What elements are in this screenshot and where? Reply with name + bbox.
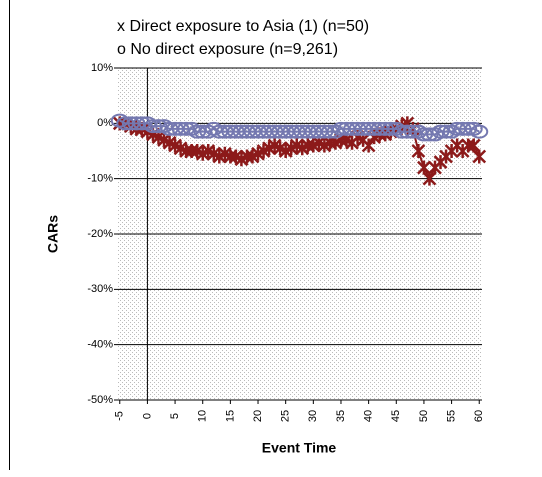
circle-marker (431, 124, 450, 139)
circle-marker (459, 121, 478, 136)
circle-marker (149, 119, 168, 134)
x-marker (472, 149, 487, 164)
circle-marker (171, 121, 190, 136)
circle-marker (177, 121, 196, 136)
x-marker (361, 138, 376, 153)
y-tick-label: -30% (87, 283, 113, 295)
circle-marker (470, 124, 489, 139)
x-tick-label: 10 (197, 410, 209, 422)
circle-marker (453, 121, 472, 136)
x-tick-label: 40 (363, 410, 375, 422)
y-tick-label: -40% (87, 339, 113, 351)
y-axis-label: CARs (45, 215, 61, 253)
y-tick-label: 0% (97, 117, 113, 129)
x-tick-label: 5 (169, 413, 181, 419)
y-tick-label: -10% (87, 173, 113, 185)
x-axis-label: Event Time (262, 440, 337, 456)
x-marker (411, 144, 426, 158)
y-tick-label: 10% (91, 62, 113, 74)
x-tick-label: 60 (473, 410, 485, 422)
circle-marker (420, 127, 439, 142)
x-tick-label: 0 (141, 413, 153, 419)
x-tick-label: 45 (390, 410, 402, 422)
legend-label: o No direct exposure (n=9,261) (117, 41, 338, 58)
circle-marker (376, 121, 395, 136)
x-tick-label: 15 (224, 410, 236, 422)
circle-marker (414, 127, 433, 142)
x-tick-label: 35 (335, 410, 347, 422)
circle-marker (381, 121, 400, 136)
circle-marker (315, 124, 334, 139)
legend-label: x Direct exposure to Asia (1) (n=50) (117, 18, 369, 35)
x-tick-label: 25 (280, 410, 292, 422)
circle-marker (403, 124, 422, 139)
circle-marker (127, 116, 146, 131)
circle-marker (437, 124, 456, 139)
circle-marker (143, 119, 162, 134)
x-tick-label: 30 (307, 410, 319, 422)
circle-marker (320, 124, 339, 139)
y-tick-label: -20% (87, 228, 113, 240)
x-tick-label: 50 (418, 410, 430, 422)
circle-marker (398, 124, 417, 139)
y-tick-label: -50% (87, 394, 113, 406)
circle-marker (188, 124, 207, 139)
circle-marker (132, 116, 151, 131)
x-tick-label: -5 (114, 411, 126, 421)
x-tick-label: 20 (252, 410, 264, 422)
x-tick-label: 55 (445, 410, 457, 422)
